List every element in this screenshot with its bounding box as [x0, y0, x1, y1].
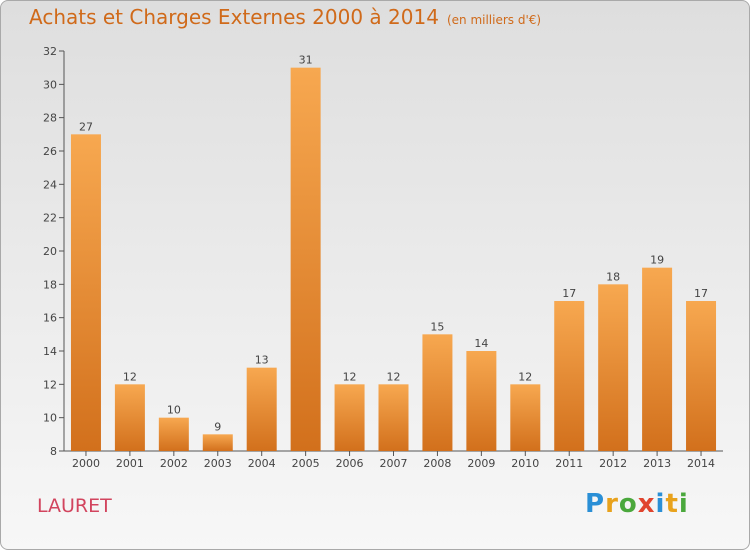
chart-title-text: Achats et Charges Externes 2000 à 2014 — [29, 5, 439, 29]
x-tick-label: 2007 — [380, 457, 408, 470]
bar — [642, 267, 673, 451]
bar-value-label: 12 — [343, 370, 357, 383]
x-tick-label: 2009 — [467, 457, 495, 470]
logo-letter: t — [665, 489, 679, 519]
y-tick-label: 10 — [43, 412, 57, 425]
bar-value-label: 10 — [167, 404, 181, 417]
y-tick-label: 16 — [43, 312, 57, 325]
logo-letter: r — [605, 489, 619, 519]
x-tick-label: 2010 — [511, 457, 539, 470]
bar-value-label: 18 — [606, 270, 620, 283]
x-tick-label: 2002 — [160, 457, 188, 470]
bar-value-label: 17 — [694, 287, 708, 300]
x-tick-label: 2001 — [116, 457, 144, 470]
x-tick-label: 2003 — [204, 457, 232, 470]
bar-value-label: 13 — [255, 354, 269, 367]
bar — [466, 351, 497, 451]
x-tick-label: 2000 — [72, 457, 100, 470]
bar — [686, 301, 717, 451]
x-tick-label: 2012 — [599, 457, 627, 470]
bar — [422, 334, 453, 451]
bar-value-label: 12 — [518, 370, 532, 383]
y-tick-label: 14 — [43, 345, 57, 358]
bar — [202, 434, 233, 451]
y-tick-label: 24 — [43, 178, 57, 191]
x-tick-label: 2014 — [687, 457, 715, 470]
y-tick-label: 30 — [43, 78, 57, 91]
bar — [246, 367, 277, 451]
logo-letter: P — [585, 489, 606, 519]
proxiti-logo: Proxiti — [585, 489, 689, 519]
bar-value-label: 12 — [123, 370, 137, 383]
bar-value-label: 19 — [650, 254, 664, 267]
bar-value-label: 17 — [562, 287, 576, 300]
bar — [598, 284, 629, 451]
bar — [290, 67, 321, 452]
x-tick-label: 2006 — [336, 457, 364, 470]
bar-value-label: 12 — [387, 370, 401, 383]
y-tick-label: 12 — [43, 378, 57, 391]
logo-letter: x — [637, 489, 656, 519]
bar-value-label: 27 — [79, 120, 93, 133]
bar — [114, 384, 145, 451]
chart-title: Achats et Charges Externes 2000 à 2014 (e… — [29, 5, 541, 29]
logo-letter: i — [678, 489, 689, 519]
bar — [378, 384, 409, 451]
y-tick-label: 26 — [43, 145, 57, 158]
bar-value-label: 31 — [299, 54, 313, 67]
y-tick-label: 18 — [43, 278, 57, 291]
bar — [158, 417, 189, 451]
y-tick-label: 32 — [43, 45, 57, 58]
x-tick-label: 2005 — [292, 457, 320, 470]
bar — [510, 384, 541, 451]
y-tick-label: 22 — [43, 212, 57, 225]
x-tick-label: 2011 — [555, 457, 583, 470]
x-tick-label: 2013 — [643, 457, 671, 470]
bar-value-label: 15 — [430, 320, 444, 333]
bar — [70, 134, 101, 452]
x-tick-label: 2004 — [248, 457, 276, 470]
bar-value-label: 14 — [474, 337, 488, 350]
y-tick-label: 20 — [43, 245, 57, 258]
bar — [334, 384, 365, 451]
logo-letter: i — [655, 489, 666, 519]
bar-value-label: 9 — [214, 420, 221, 433]
chart-unit-label: (en milliers d'€) — [446, 13, 542, 27]
y-tick-label: 8 — [50, 445, 57, 458]
y-tick-label: 28 — [43, 112, 57, 125]
x-tick-label: 2008 — [423, 457, 451, 470]
logo-letter: o — [618, 489, 638, 519]
bar — [554, 301, 585, 451]
place-name: LAURET — [37, 495, 112, 517]
